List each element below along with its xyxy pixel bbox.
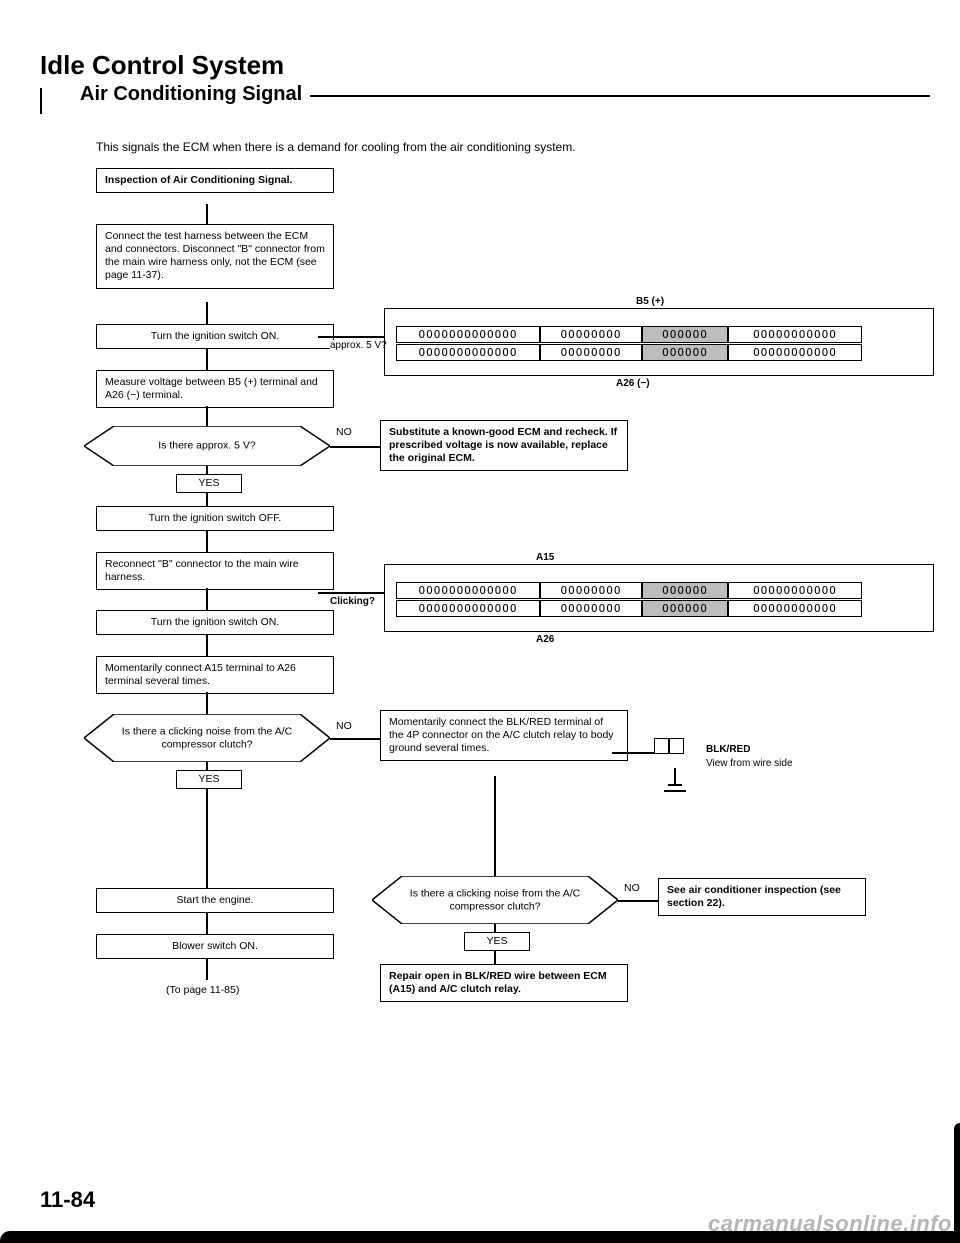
- box-momentarily-blkred: Momentarily connect the BLK/RED terminal…: [380, 710, 628, 761]
- label-yes-box: YES: [176, 770, 242, 789]
- connector-line: [206, 588, 208, 610]
- connector-line: [330, 446, 380, 448]
- page-number: 11-84: [40, 1187, 95, 1213]
- flowchart: Inspection of Air Conditioning Signal. C…: [96, 168, 930, 1158]
- connector-line: [206, 406, 208, 428]
- label-no: NO: [336, 720, 352, 732]
- connector-line: [318, 336, 384, 338]
- label-approx: approx. 5 V?: [330, 340, 387, 351]
- conn-seg-shaded: OOOOOO: [642, 344, 728, 361]
- decision-clicking-2: Is there a clicking noise from the A/C c…: [372, 876, 618, 924]
- connector-line: [494, 776, 496, 876]
- subtitle-corner: [40, 88, 42, 114]
- page-title: Idle Control System: [40, 50, 930, 81]
- decision-label: Is there a clicking noise from the A/C c…: [84, 725, 330, 750]
- label-no: NO: [336, 426, 352, 438]
- conn-seg: OOOOOOOOOOO: [728, 582, 862, 599]
- box-ignition-off: Turn the ignition switch OFF.: [96, 506, 334, 531]
- page-subtitle: Air Conditioning Signal: [80, 83, 310, 106]
- conn-seg: OOOOOOOO: [540, 344, 642, 361]
- connector-line: [206, 912, 208, 934]
- decision-approx-5v: Is there approx. 5 V?: [84, 426, 330, 466]
- intro-text: This signals the ECM when there is a dem…: [96, 140, 930, 154]
- page-edge-right: [954, 1123, 960, 1243]
- conn-seg-shaded: OOOOOO: [642, 582, 728, 599]
- connector-line: [206, 958, 208, 980]
- page-edge-bottom: [0, 1231, 960, 1243]
- connector-line: [206, 634, 208, 656]
- conn-seg: OOOOOOOOOOOOO: [396, 600, 540, 617]
- connector-line: [318, 592, 384, 594]
- box-blower-on: Blower switch ON.: [96, 934, 334, 959]
- connector-line: [206, 204, 208, 224]
- decision-label: Is there a clicking noise from the A/C c…: [372, 887, 618, 912]
- connector-line: [206, 348, 208, 370]
- box-momentarily-a15: Momentarily connect A15 terminal to A26 …: [96, 656, 334, 694]
- box-connect-harness: Connect the test harness between the ECM…: [96, 224, 334, 289]
- conn-seg: OOOOOOOO: [540, 600, 642, 617]
- conn-seg-shaded: OOOOOO: [642, 326, 728, 343]
- label-view-side: View from wire side: [706, 758, 793, 769]
- box-start-engine: Start the engine.: [96, 888, 334, 913]
- conn-seg: OOOOOOOOOOO: [728, 326, 862, 343]
- connector-line: [618, 900, 658, 902]
- box-measure-voltage: Measure voltage between B5 (+) terminal …: [96, 370, 334, 408]
- box-ignition-on-1: Turn the ignition switch ON.: [96, 324, 334, 349]
- label-a26minus: A26 (−): [616, 378, 650, 389]
- box-substitute-ecm: Substitute a known-good ECM and recheck.…: [380, 420, 628, 471]
- label-blkred: BLK/RED: [706, 744, 750, 755]
- conn-seg: OOOOOOOOOOOOO: [396, 326, 540, 343]
- box-ignition-on-2: Turn the ignition switch ON.: [96, 610, 334, 635]
- label-b5: B5 (+): [636, 296, 664, 307]
- label-a26: A26: [536, 634, 554, 645]
- page: Idle Control System Air Conditioning Sig…: [0, 0, 960, 1243]
- box-inspection: Inspection of Air Conditioning Signal.: [96, 168, 334, 193]
- label-yes-box: YES: [176, 474, 242, 493]
- conn-seg: OOOOOOOOOOOOO: [396, 582, 540, 599]
- box-reconnect-b: Reconnect "B" connector to the main wire…: [96, 552, 334, 590]
- conn-seg: OOOOOOOOOOOOO: [396, 344, 540, 361]
- label-no: NO: [624, 882, 640, 894]
- conn-seg: OOOOOOOO: [540, 582, 642, 599]
- connector-line: [330, 738, 380, 740]
- content-area: Idle Control System Air Conditioning Sig…: [40, 50, 930, 1203]
- label-yes-box: YES: [464, 932, 530, 951]
- decision-label: Is there approx. 5 V?: [84, 440, 330, 453]
- connector-line: [206, 788, 208, 888]
- conn-seg: OOOOOOOOOOO: [728, 600, 862, 617]
- decision-clicking-1: Is there a clicking noise from the A/C c…: [84, 714, 330, 762]
- connector-line: [206, 530, 208, 552]
- label-a15: A15: [536, 552, 554, 563]
- box-see-air: See air conditioner inspection (see sect…: [658, 878, 866, 916]
- connector-line: [206, 302, 208, 324]
- connector-line: [206, 492, 208, 506]
- box-repair-open: Repair open in BLK/RED wire between ECM …: [380, 964, 628, 1002]
- label-clicking: Clicking?: [330, 596, 375, 607]
- label-to-page: (To page 11-85): [166, 984, 239, 996]
- conn-seg: OOOOOOOO: [540, 326, 642, 343]
- conn-seg-shaded: OOOOOO: [642, 600, 728, 617]
- subtitle-wrap: Air Conditioning Signal: [80, 83, 930, 106]
- conn-seg: OOOOOOOOOOO: [728, 344, 862, 361]
- connector-line: [494, 950, 496, 964]
- connector-line: [206, 692, 208, 714]
- connector-line: [612, 752, 654, 754]
